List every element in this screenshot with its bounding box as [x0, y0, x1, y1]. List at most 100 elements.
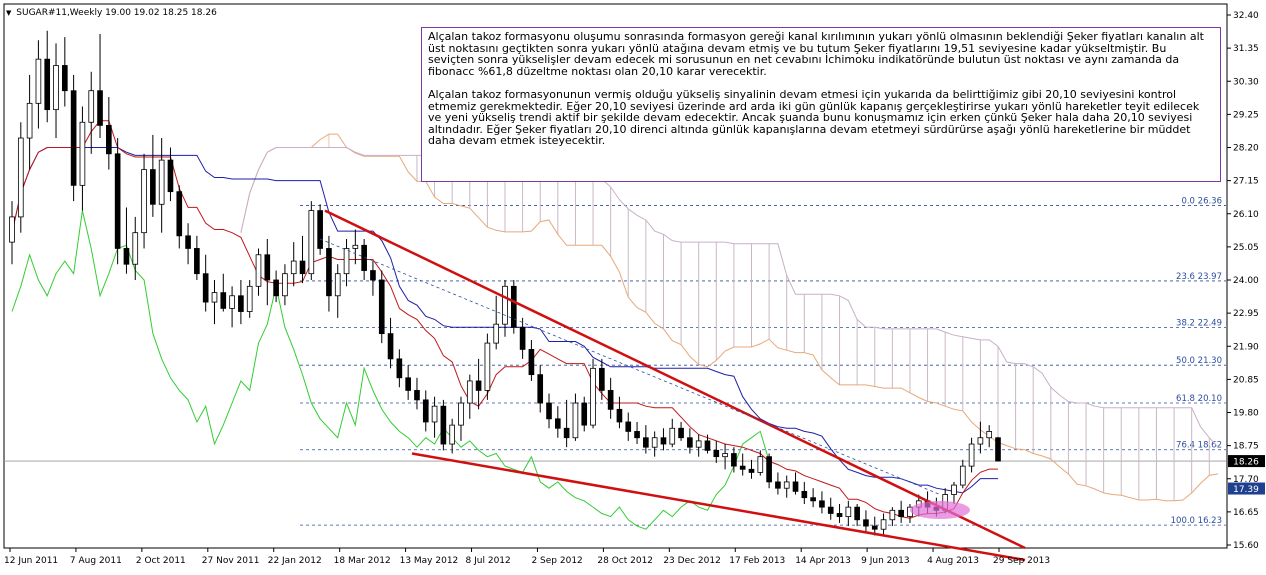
candle-body	[968, 443, 975, 467]
candle-body	[466, 380, 473, 404]
candle-body	[871, 525, 878, 530]
ohlc-values: 19.00 19.02 18.25 18.26	[105, 8, 217, 18]
candle-body	[502, 285, 508, 325]
candle-body	[616, 408, 623, 423]
candle-body	[9, 216, 15, 243]
chikou-span-line	[11, 210, 770, 530]
x-axis-label: 23 Dec 2012	[663, 556, 721, 566]
candle-body	[995, 437, 1001, 462]
candle-body	[845, 506, 852, 518]
x-axis-label: 28 Oct 2012	[597, 556, 653, 566]
x-axis-label: 8 Jul 2012	[466, 556, 511, 566]
x-axis-label: 12 Jun 2011	[4, 556, 58, 566]
senkou-span-a-line	[240, 133, 1219, 502]
candle-body	[114, 153, 121, 249]
candle-body	[167, 159, 174, 193]
y-axis-label: 15.60	[1233, 541, 1259, 551]
candle-body	[431, 405, 438, 423]
candle-body	[414, 390, 420, 401]
candle-body	[563, 427, 570, 439]
candle-body	[687, 437, 693, 448]
candle-body	[123, 248, 130, 265]
candle-body	[334, 273, 341, 297]
x-axis-label: 17 Feb 2013	[729, 556, 785, 566]
y-axis-label: 26.10	[1233, 210, 1259, 220]
candle-body	[519, 326, 526, 350]
candle-body	[880, 519, 887, 530]
candle-body	[79, 121, 86, 186]
candle-body	[132, 232, 139, 265]
candle-body	[801, 490, 808, 499]
candle-body	[643, 437, 649, 448]
candle-body	[757, 456, 764, 473]
candle-body	[475, 380, 482, 391]
y-axis-label: 20.85	[1233, 375, 1259, 385]
y-axis-label: 32.40	[1233, 11, 1259, 21]
candle-body	[150, 169, 156, 205]
candle-body	[229, 295, 235, 309]
candle-body	[484, 342, 491, 391]
y-axis-label: 29.25	[1233, 110, 1259, 120]
candle-body	[739, 465, 746, 470]
candle-body	[977, 437, 984, 445]
candle-body	[713, 449, 720, 458]
dropdown-triangle-icon[interactable]: ▼	[6, 9, 12, 17]
y-axis-label: 18.75	[1233, 442, 1259, 452]
candle-body	[70, 90, 77, 186]
symbol-name: SUGAR#11,Weekly	[16, 8, 103, 18]
candle-body	[194, 248, 200, 275]
wedge-lower-line	[411, 452, 1026, 562]
annotation-paragraph-1: Alçalan takoz formasyonu oluşumu sonrası…	[428, 30, 1204, 78]
candle-body	[660, 437, 667, 445]
candle-body	[264, 254, 271, 281]
senkou-span-b-line	[240, 147, 1219, 448]
tenkan-sen-line	[11, 120, 998, 519]
candle-body	[308, 210, 315, 275]
candle-body	[581, 402, 588, 426]
y-axis-label: 27.15	[1233, 177, 1259, 187]
candle-body	[731, 453, 737, 467]
candle-body	[634, 431, 640, 439]
price-marker-box	[1228, 455, 1265, 468]
candle-body	[396, 358, 403, 379]
candle-body	[599, 367, 605, 391]
candle-body	[748, 468, 755, 473]
y-axis-label: 31.35	[1233, 44, 1259, 54]
x-axis-label: 2 Oct 2011	[136, 556, 186, 566]
fib-level-label: 61.8 20.10	[1176, 394, 1222, 404]
x-axis-label: 22 Jan 2012	[268, 556, 322, 566]
candle-body	[704, 440, 711, 451]
breakout-highlight-ellipse	[910, 501, 970, 519]
candle-body	[343, 248, 350, 275]
candle-body	[449, 424, 455, 445]
candle-body	[695, 440, 702, 448]
fib-level-label: 76.4 18.62	[1176, 441, 1222, 451]
candle-body	[722, 453, 728, 458]
wedge-midline	[319, 238, 941, 495]
candle-body	[290, 260, 297, 275]
candle-body	[378, 279, 385, 335]
fib-level-label: 0.0 26.36	[1181, 197, 1222, 207]
y-axis-label: 30.30	[1233, 77, 1259, 87]
candle-body	[88, 90, 95, 123]
candle-body	[255, 254, 262, 287]
candle-body	[836, 513, 843, 518]
candle-body	[863, 519, 869, 527]
candle-body	[141, 169, 147, 234]
x-axis-label: 27 Nov 2011	[202, 556, 260, 566]
candle-body	[625, 421, 632, 432]
candle-body	[819, 500, 825, 508]
candle-body	[26, 102, 33, 139]
candle-body	[528, 349, 535, 376]
candle-body	[44, 58, 51, 111]
candle-body	[572, 402, 579, 439]
candle-body	[282, 273, 288, 297]
candle-body	[783, 481, 790, 489]
x-axis-label: 7 Aug 2011	[70, 556, 122, 566]
y-axis-label: 17.70	[1233, 475, 1259, 485]
x-axis-label: 13 May 2012	[400, 556, 459, 566]
candle-body	[422, 399, 429, 423]
x-axis-label: 29 Sep 2013	[993, 556, 1050, 566]
y-axis-label: 19.80	[1233, 409, 1259, 419]
candle-body	[510, 285, 517, 328]
